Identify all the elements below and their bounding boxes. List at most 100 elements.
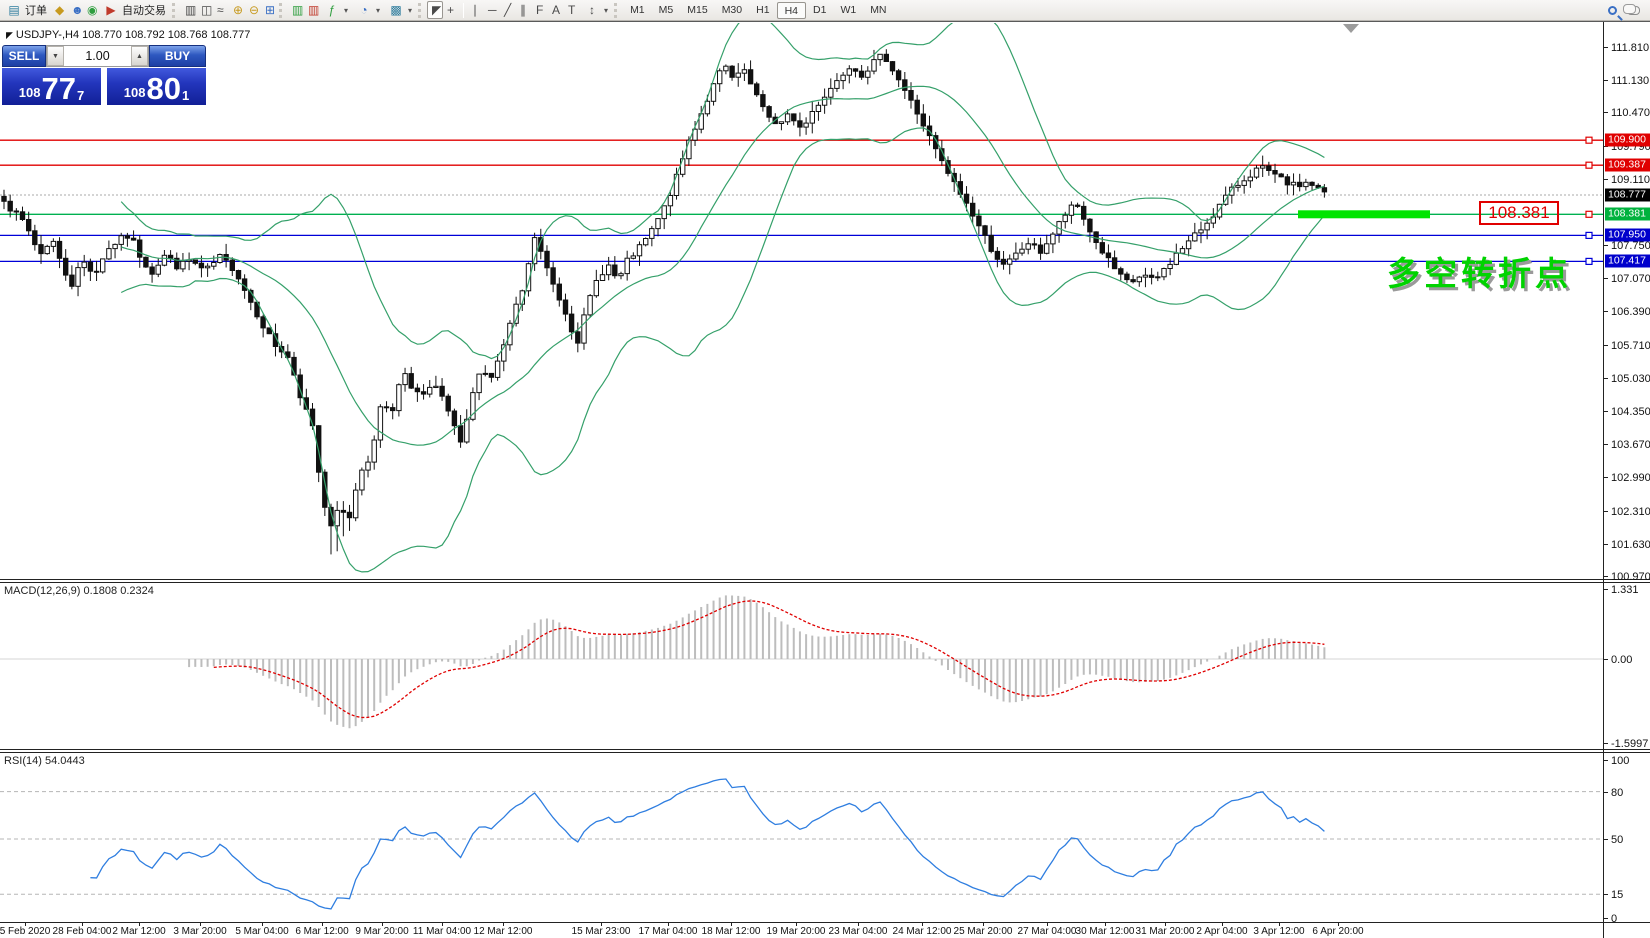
- macd-pane[interactable]: [0, 583, 1603, 749]
- trendline-tool-icon[interactable]: ╱: [504, 3, 512, 17]
- price-label-108.777: 108.777: [1605, 188, 1650, 202]
- toolbar-grip: [172, 2, 177, 18]
- line-handle[interactable]: [1585, 210, 1593, 218]
- bar-chart-icon[interactable]: ▥: [185, 3, 197, 17]
- time-tick-label: 9 Mar 20:00: [355, 926, 409, 937]
- line-chart-icon[interactable]: ≈: [217, 3, 224, 17]
- new-chart-icon[interactable]: ◆: [55, 3, 65, 17]
- line-handle[interactable]: [1585, 161, 1593, 169]
- axis-tick-mark: [1604, 544, 1608, 545]
- time-tick-mark: [668, 923, 669, 926]
- indicators-icon: ƒ: [328, 3, 336, 17]
- timeframe-button-mn[interactable]: MN: [870, 3, 887, 16]
- time-tick-mark: [1222, 923, 1223, 926]
- rsi-pane[interactable]: [0, 753, 1603, 922]
- search-icon[interactable]: [1608, 5, 1617, 15]
- crosshair-tool-icon[interactable]: +: [447, 3, 455, 17]
- toolbar-right: [1608, 3, 1648, 15]
- macd-main-value: 0.1808: [83, 585, 118, 597]
- support-highlight-bar[interactable]: [1298, 210, 1430, 219]
- dropdown-icon: ▾: [344, 5, 349, 15]
- timeframe-group: M1 M5 M15 M30 H1 H4 D1 W1 MN: [623, 1, 893, 19]
- time-tick-mark: [322, 923, 323, 926]
- chart-shift-marker-icon[interactable]: [1343, 24, 1359, 33]
- timeframe-button-m1[interactable]: M1: [630, 3, 645, 16]
- time-tick-label: 3 Apr 12:00: [1253, 926, 1305, 937]
- timeframe-button-m30[interactable]: M30: [721, 3, 743, 16]
- zoom-in-icon[interactable]: ⊕: [233, 3, 244, 17]
- line-handle[interactable]: [1585, 257, 1593, 265]
- axis-tick-label: 0.00: [1611, 653, 1633, 666]
- chart-properties-icon[interactable]: ▥: [308, 3, 320, 17]
- volume-decrease-button[interactable]: ▼: [47, 46, 64, 66]
- volume-increase-button[interactable]: ▲: [131, 46, 148, 66]
- line-handle[interactable]: [1585, 231, 1593, 239]
- text-tool-icon[interactable]: A: [552, 3, 561, 17]
- main-chart-pane[interactable]: [0, 23, 1603, 579]
- time-tick-label: 5 Feb 2020: [0, 926, 51, 937]
- time-tick-mark: [922, 923, 923, 926]
- sell-price-display[interactable]: 108 77 7: [2, 68, 101, 105]
- buy-price-display[interactable]: 108 80 1: [107, 68, 206, 105]
- time-tick-label: 3 Mar 20:00: [173, 926, 227, 937]
- indicators-button[interactable]: ƒ ▾: [320, 1, 352, 19]
- sell-price-big: 77: [41, 71, 76, 106]
- signals-icon[interactable]: ◉: [87, 3, 98, 17]
- autotrading-button[interactable]: ▶ 自动交易: [99, 1, 170, 19]
- horizontal-line-tool-icon[interactable]: ─: [488, 3, 497, 17]
- buy-button[interactable]: BUY: [149, 45, 206, 67]
- line-handle[interactable]: [1585, 136, 1593, 144]
- axis-tick-mark: [1604, 839, 1608, 840]
- vertical-line-tool-icon[interactable]: ∣: [472, 3, 479, 17]
- toolbar: ▤ 订单 ◆ ☻ ◉ ▶ 自动交易 ▥ ◫ ≈ ⊕ ⊖ ⊞ ▥ ▥ ƒ ▾ ◔ …: [0, 0, 1650, 21]
- templates-button[interactable]: ▩ ▾: [384, 1, 416, 19]
- volume-input[interactable]: 1.00: [64, 46, 131, 66]
- pivot-annotation-text[interactable]: 多空转折点: [1387, 255, 1572, 292]
- time-tick-mark: [503, 923, 504, 926]
- sell-price-sup: 7: [76, 88, 85, 103]
- axis-tick-mark: [1604, 378, 1608, 379]
- axis-tick-mark: [1604, 444, 1608, 445]
- price-axis[interactable]: 111.810 111.130 110.470 109.790 109.110 107.7…: [1603, 22, 1650, 938]
- new-order-button[interactable]: ▤ 订单: [2, 1, 51, 19]
- time-tick-mark: [858, 923, 859, 926]
- timeframe-button-h1[interactable]: H1: [756, 3, 770, 16]
- axis-tick-label: 105.710: [1611, 339, 1650, 352]
- cursor-tool-icon[interactable]: ◤: [427, 1, 444, 19]
- new-chart-period-icon[interactable]: ▥: [292, 3, 304, 17]
- pane-separator[interactable]: [0, 579, 1650, 583]
- time-tick-mark: [1279, 923, 1280, 926]
- fibonacci-tool-icon[interactable]: F: [536, 3, 544, 17]
- symbol-cursor-icon: ◤: [6, 30, 13, 40]
- timeframe-button-m5[interactable]: M5: [658, 3, 674, 16]
- axis-tick-label: 101.630: [1611, 538, 1650, 551]
- periods-clock-icon: ◔: [360, 3, 368, 17]
- sell-button[interactable]: SELL: [2, 45, 46, 67]
- price-flag-box[interactable]: 108.381: [1479, 201, 1559, 225]
- arrows-tool-button[interactable]: ↕ ▾: [580, 1, 612, 19]
- zoom-out-icon[interactable]: ⊖: [249, 3, 260, 17]
- dropdown-icon: ▾: [604, 5, 609, 15]
- pane-separator[interactable]: [0, 749, 1650, 753]
- axis-tick-mark: [1604, 659, 1608, 660]
- time-tick-mark: [262, 923, 263, 926]
- profiles-icon[interactable]: ☻: [71, 3, 84, 17]
- axis-tick-mark: [1604, 576, 1608, 577]
- channel-tool-icon[interactable]: ∥: [520, 3, 527, 17]
- time-axis[interactable]: 5 Feb 2020 28 Feb 04:00 2 Mar 12:00 3 Mar 2…: [0, 923, 1650, 938]
- chat-icon[interactable]: [1623, 3, 1640, 15]
- candlestick-chart-icon[interactable]: ◫: [201, 3, 213, 17]
- text-label-tool-icon[interactable]: T: [568, 3, 576, 17]
- periods-button[interactable]: ◔ ▾: [352, 1, 384, 19]
- tile-windows-icon[interactable]: ⊞: [265, 3, 276, 17]
- time-tick-mark: [601, 923, 602, 926]
- timeframe-button-w1[interactable]: W1: [840, 3, 857, 16]
- timeframe-button-m15[interactable]: M15: [687, 3, 708, 16]
- macd-signal-value: 0.2324: [120, 585, 154, 597]
- toolbar-grip: [279, 2, 284, 18]
- axis-tick-mark: [1604, 345, 1608, 346]
- price-label-108.381: 108.381: [1605, 207, 1650, 221]
- timeframe-button-d1[interactable]: D1: [813, 3, 827, 16]
- timeframe-button-h4[interactable]: H4: [776, 1, 806, 19]
- axis-tick-label: 100.970: [1611, 570, 1650, 583]
